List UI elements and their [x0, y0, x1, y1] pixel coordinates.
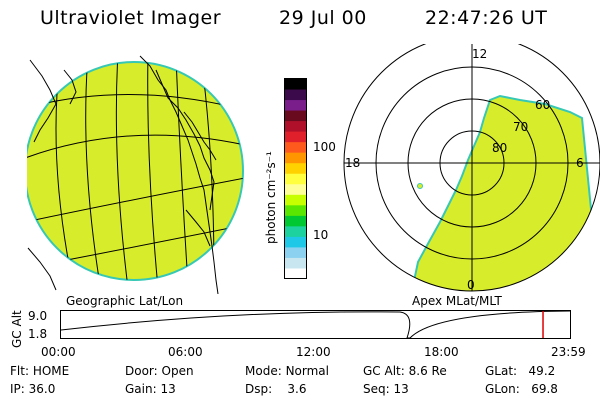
globe-disc: [27, 61, 244, 281]
coastline-outline: [27, 55, 219, 294]
status-seq: Seq: 13: [363, 382, 409, 396]
colorbar-band: [285, 268, 306, 280]
colorbar-band: [285, 226, 306, 238]
mlat-label-70: 70: [513, 120, 529, 134]
time-tick-0000: 00:00: [41, 345, 76, 359]
status-ip: IP: 36.0: [10, 382, 56, 396]
mlat-label-60: 60: [535, 98, 551, 112]
altitude-tick-9: 9.0: [28, 309, 48, 323]
colorbar-band: [285, 100, 306, 112]
time-tick-0600: 06:00: [168, 345, 203, 359]
colorbar-band: [285, 79, 306, 91]
colorbar-band: [285, 257, 306, 269]
status-gc-alt: GC Alt: 8.6 Re: [363, 364, 447, 378]
mlt-label-6: 6: [576, 156, 584, 170]
auroral-image-region: [408, 94, 600, 291]
colorbar-band: [285, 205, 306, 217]
status-mode: Mode: Normal: [245, 364, 329, 378]
colorbar-band: [285, 247, 306, 259]
altitude-tick-1.8: 1.8: [28, 327, 48, 341]
time-tick-1200: 12:00: [296, 345, 331, 359]
polar-plot: [343, 44, 600, 292]
altitude-axis-label: GC Alt: [10, 310, 24, 348]
colorbar-band: [285, 152, 306, 164]
colorbar-unit-label: photon cm⁻²s⁻¹: [264, 151, 278, 244]
colorbar-band: [285, 236, 306, 248]
mlt-label-18: 18: [345, 156, 361, 170]
time-label: 22:47:26 UT: [425, 7, 548, 29]
apex-panel-label: Apex MLat/MLT: [412, 294, 502, 308]
colorbar-band: [285, 184, 306, 196]
status-gain: Gain: 13: [125, 382, 176, 396]
altitude-plot: [60, 310, 571, 339]
colorbar-band: [285, 173, 306, 185]
colorbar-band: [285, 215, 306, 227]
colorbar-tick-10: 10: [313, 228, 329, 242]
color-scale-bar: [284, 78, 307, 280]
colorbar-band: [285, 194, 306, 206]
app-title: Ultraviolet Imager: [40, 7, 222, 29]
mlt-label-12: 12: [472, 47, 488, 61]
time-tick-1800: 18:00: [424, 345, 459, 359]
geographic-panel-label: Geographic Lat/Lon: [66, 294, 184, 308]
mlt-label-0: 0: [467, 278, 475, 292]
status-glon: GLon: 69.8: [485, 382, 558, 396]
status-flt: Flt: HOME: [10, 364, 70, 378]
status-glat: GLat: 49.2: [485, 364, 556, 378]
colorbar-band: [285, 110, 306, 122]
mlat-label-80: 80: [492, 141, 508, 155]
date-label: 29 Jul 00: [279, 7, 367, 29]
colorbar-band: [285, 131, 306, 143]
status-dsp: Dsp: 3.6: [245, 382, 307, 396]
status-door: Door: Open: [125, 364, 194, 378]
colorbar-band: [285, 121, 306, 133]
colorbar-band: [285, 142, 306, 154]
polar-grid: [343, 44, 600, 292]
geographic-image: [27, 55, 244, 294]
colorbar-tick-100: 100: [313, 140, 336, 154]
time-tick-2359: 23:59: [551, 345, 586, 359]
colorbar-band: [285, 89, 306, 101]
colorbar-band: [285, 163, 306, 175]
